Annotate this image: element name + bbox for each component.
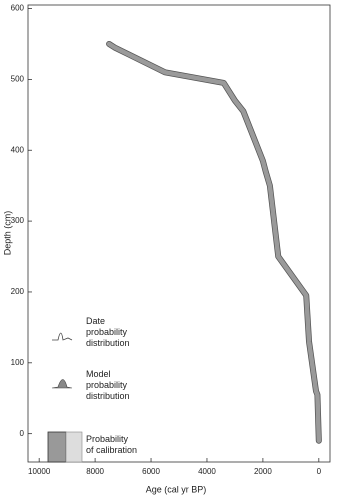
x-tick-label: 0 [317, 467, 322, 476]
y-tick-label: 300 [11, 216, 25, 225]
legend: Date probability distribution Model probabi… [47, 316, 137, 463]
x-tick-label: 6000 [142, 467, 160, 476]
legend-label: Model probability distribution [86, 369, 130, 401]
legend-icon [47, 431, 67, 463]
y-tick-label: 400 [11, 145, 25, 154]
y-axis-label: Depth (cm) [2, 211, 12, 256]
model-band [106, 40, 322, 444]
y-tick-label: 200 [11, 287, 25, 296]
plot-frame [27, 4, 331, 463]
age-depth-line [106, 41, 322, 443]
x-tick-label: 4000 [198, 467, 216, 476]
legend-icon [51, 379, 73, 389]
legend-label: Date probability distribution [86, 316, 130, 348]
legend-icon [65, 431, 83, 463]
legend-icon [52, 332, 73, 341]
y-tick-label: 100 [11, 358, 25, 367]
x-tick-label: 10000 [28, 467, 51, 476]
y-tick-label: 600 [11, 4, 25, 13]
legend-label: Probability of calibration [86, 434, 137, 455]
y-tick-label: 0 [20, 429, 25, 438]
x-tick-label: 8000 [86, 467, 104, 476]
x-tick-label: 2000 [254, 467, 272, 476]
y-tick-label: 500 [11, 75, 25, 84]
x-axis-label: Age (cal yr BP) [146, 484, 207, 494]
